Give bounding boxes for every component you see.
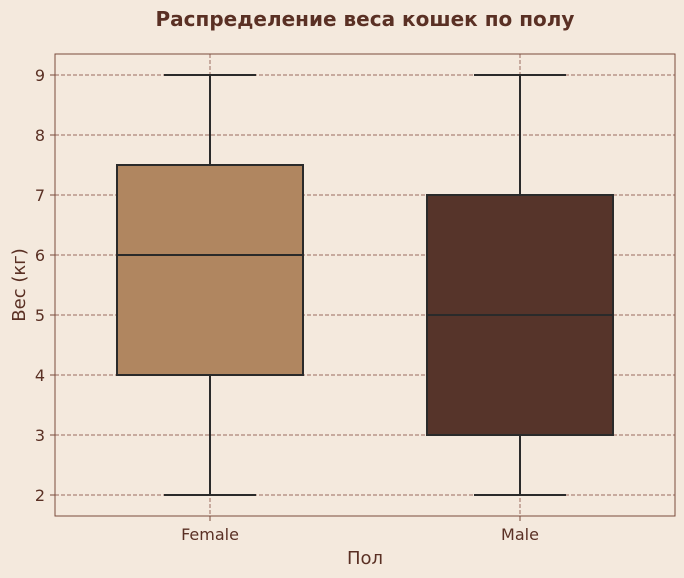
box-group	[116, 74, 614, 496]
box-male	[426, 74, 614, 496]
y-tick-label: 4	[35, 366, 45, 385]
box-female	[116, 74, 304, 496]
y-tick-label: 6	[35, 246, 45, 265]
y-tick-label: 3	[35, 426, 45, 445]
x-tick-label-male: Male	[501, 525, 539, 544]
x-tick-label-female: Female	[181, 525, 239, 544]
y-axis-ticks: 2 3 4 5 6 7 8 9	[35, 66, 55, 505]
y-axis-label: Вес (кг)	[9, 248, 30, 321]
iqr-box-female	[116, 164, 304, 376]
plot-frame	[54, 53, 676, 517]
chart-title: Распределение веса кошек по полу	[156, 7, 575, 31]
x-axis-label: Пол	[347, 548, 383, 569]
y-tick-label: 5	[35, 306, 45, 325]
y-tick-label: 8	[35, 126, 45, 145]
y-tick-label: 7	[35, 186, 45, 205]
y-tick-label: 9	[35, 66, 45, 85]
x-axis-ticks: Female Male	[181, 516, 539, 544]
y-tick-label: 2	[35, 486, 45, 505]
